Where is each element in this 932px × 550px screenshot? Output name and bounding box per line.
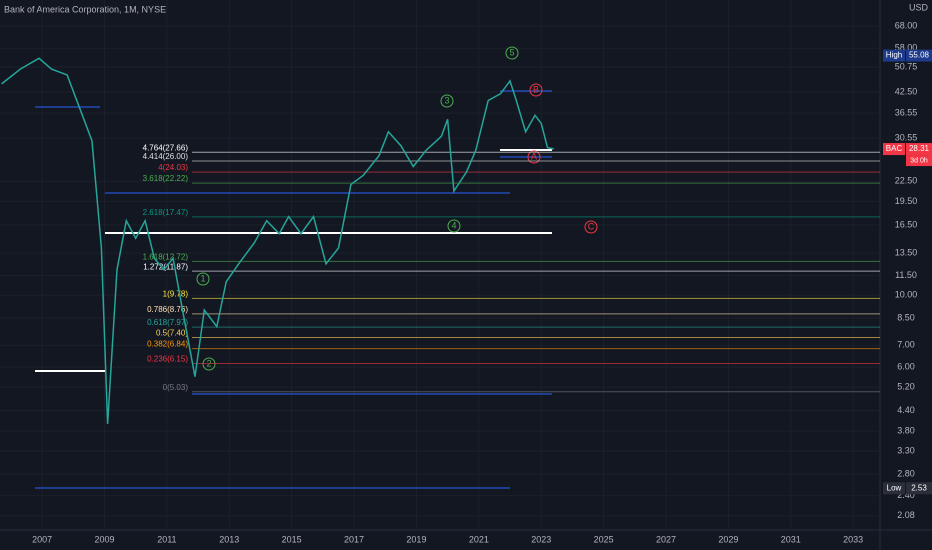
grid — [0, 0, 880, 530]
wave-label: C — [588, 221, 595, 231]
x-tick-label: 2027 — [656, 534, 676, 544]
fib-label: 4.414(26.00) — [143, 152, 189, 161]
wave-label: B — [533, 84, 539, 94]
price-line — [1, 57, 554, 424]
x-tick-label: 2019 — [406, 534, 426, 544]
fib-label: 2.618(17.47) — [143, 208, 189, 217]
price-tag-value: 55.08 — [909, 51, 930, 60]
y-tick-label: 22.50 — [895, 176, 918, 186]
y-tick-label: 30.55 — [895, 133, 918, 143]
y-tick-label: 19.50 — [895, 196, 918, 206]
x-tick-label: 2021 — [469, 534, 489, 544]
fib-label: 4.764(27.66) — [143, 143, 189, 152]
y-tick-label: 7.00 — [897, 340, 915, 350]
x-tick-label: 2009 — [94, 534, 114, 544]
fib-label: 0.618(7.97) — [147, 318, 188, 327]
y-tick-label: 8.50 — [897, 312, 915, 322]
chart-title: Bank of America Corporation, 1M, NYSE — [4, 4, 166, 14]
y-tick-label: 42.50 — [895, 86, 918, 96]
y-tick-label: 13.50 — [895, 247, 918, 257]
y-tick-label: 10.00 — [895, 290, 918, 300]
drawings — [35, 90, 552, 489]
y-tick-label: 3.30 — [897, 445, 915, 455]
x-tick-label: 2023 — [531, 534, 551, 544]
fib-label: 1(9.78) — [163, 289, 189, 298]
price-tag-label: BAC — [886, 144, 903, 153]
y-tick-label: 58.00 — [895, 43, 918, 53]
fib-label: 3.618(22.22) — [143, 174, 189, 183]
y-tick-label: 50.75 — [895, 61, 918, 71]
price-tag-label-box — [883, 143, 905, 156]
fib-label: 0.5(7.40) — [156, 329, 188, 338]
price-tag-label-box — [883, 49, 905, 62]
price-tag-value: 2.53 — [911, 483, 927, 492]
fib-label: 0.236(6.15) — [147, 355, 188, 364]
wave-label: 3 — [444, 95, 449, 105]
countdown-box — [906, 155, 932, 167]
fib-label: 0.382(6.84) — [147, 340, 188, 349]
wave-label: 4 — [451, 220, 456, 230]
wave-labels: 1 2 3 4 5 A B C — [196, 46, 598, 371]
x-tick-label: 2015 — [282, 534, 302, 544]
currency: USD — [909, 2, 929, 12]
countdown: 3d 0h — [910, 157, 928, 164]
x-tick-label: 2033 — [843, 534, 863, 544]
price-tag-box — [906, 49, 932, 62]
fib-label: 0.786(8.76) — [147, 305, 188, 314]
y-tick-label: 2.08 — [897, 510, 915, 520]
y-tick-label: 6.00 — [897, 361, 915, 371]
y-tick-label: 5.20 — [897, 381, 915, 391]
fib-label: 4(24.03) — [158, 163, 188, 172]
price-tag-label: High — [886, 51, 902, 60]
x-tick-label: 2017 — [344, 534, 364, 544]
y-tick-label: 2.80 — [897, 468, 915, 478]
fib-label: 0(5.03) — [163, 383, 189, 392]
wave-label: 5 — [509, 47, 514, 57]
x-tick-label: 2013 — [219, 534, 239, 544]
y-tick-label: 36.55 — [895, 108, 918, 118]
y-tick-label: 4.40 — [897, 405, 915, 415]
fib-label: 1.618(12.72) — [143, 253, 189, 262]
x-tick-label: 2029 — [718, 534, 738, 544]
wave-label: A — [531, 151, 537, 161]
y-tick-label: 2.40 — [897, 490, 915, 500]
x-tick-label: 2031 — [781, 534, 801, 544]
price-tag-value: 28.31 — [909, 144, 930, 153]
x-tick-label: 2025 — [594, 534, 614, 544]
price-tag-label: Low — [887, 483, 902, 492]
x-tick-label: 2007 — [32, 534, 52, 544]
x-tick-label: 2011 — [157, 534, 176, 544]
y-tick-label: 11.50 — [895, 270, 917, 280]
price-tag-box — [906, 482, 932, 495]
y-tick-label: 3.80 — [897, 426, 915, 436]
y-tick-label: 16.50 — [895, 219, 918, 229]
price-tag-label-box — [883, 482, 905, 495]
wave-label: 1 — [200, 273, 205, 283]
y-tick-label: 68.00 — [895, 20, 918, 30]
price-tag-box — [906, 143, 932, 156]
